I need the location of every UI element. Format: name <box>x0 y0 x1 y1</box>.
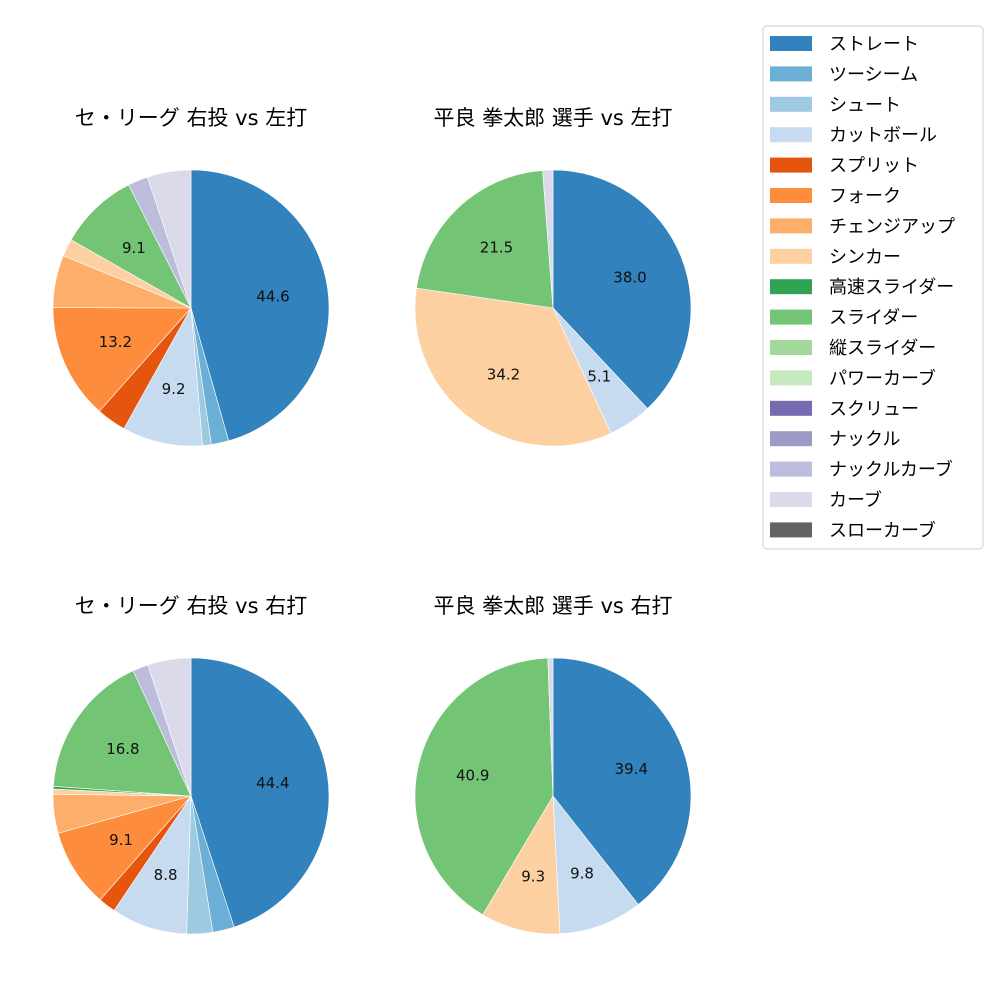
legend-label-7: チェンジアップ <box>829 216 955 237</box>
legend-swatch-1 <box>770 36 812 51</box>
pie-3-slice-6 <box>57 795 192 901</box>
chart-title-2: 平良 拳太郎 選手 vs 左打 <box>433 106 672 130</box>
pie-4-data-label-1: 39.4 <box>615 760 648 778</box>
legend-label-6: フォーク <box>829 186 901 207</box>
pie-3-data-label-10: 16.8 <box>106 740 139 758</box>
legend-label-17: スローカーブ <box>829 519 936 541</box>
pie-2-slice-1 <box>552 169 692 410</box>
pie-1-data-label-1: 44.6 <box>256 288 289 306</box>
pie-3-data-label-6: 9.1 <box>109 831 133 849</box>
legend-swatch-9 <box>770 279 812 295</box>
legend-swatch-11 <box>770 340 812 355</box>
legend-swatch-5 <box>770 157 812 173</box>
legend-swatch-10 <box>770 309 812 325</box>
pie-3-slice-12 <box>147 657 192 797</box>
legend-label-3: シュート <box>829 95 901 116</box>
pie-3: 44.4 8.8 9.1 16.8 <box>52 657 330 935</box>
pie-1-data-label-6: 13.2 <box>99 333 132 351</box>
pie-3-data-label-1: 44.4 <box>256 774 289 792</box>
legend-frame <box>762 25 984 550</box>
legend-swatch-8 <box>770 248 812 264</box>
pie-4-slice-5 <box>547 657 554 797</box>
legend-swatch-16 <box>770 492 812 507</box>
pie-3-slice-1 <box>190 657 330 928</box>
legend-swatch-13 <box>770 400 812 416</box>
legend-swatch-7 <box>770 218 812 234</box>
pie-4-slice-2 <box>552 795 639 935</box>
pie-1-slice-9 <box>70 184 192 309</box>
pie-1-slice-1 <box>190 169 330 442</box>
legend-label-12: パワーカーブ <box>829 367 936 389</box>
legend-swatch-2 <box>770 66 812 82</box>
pie-3-data-label-4: 8.8 <box>154 866 178 884</box>
legend-swatch-15 <box>770 461 812 477</box>
pie-4-slice-3 <box>482 794 561 935</box>
legend-label-1: ストレート <box>829 34 919 55</box>
legend-label-11: 縦スライダー <box>829 338 936 359</box>
legend-swatch-14 <box>770 431 812 447</box>
legend-label-2: ツーシーム <box>829 64 918 85</box>
pie-2-data-label-4: 21.5 <box>480 239 513 257</box>
pie-4-slice-1 <box>552 657 692 905</box>
chart-title-4: 平良 拳太郎 選手 vs 右打 <box>433 594 672 618</box>
pie-2-slice-5 <box>542 169 554 309</box>
legend-label-5: スプリット <box>829 156 919 177</box>
legend-label-9: 高速スライダー <box>829 277 954 298</box>
legend-label-16: カーブ <box>829 489 882 511</box>
legend-swatch-4 <box>770 127 812 143</box>
pie-2-data-label-1: 38.0 <box>613 269 646 287</box>
legend-swatch-17 <box>770 522 812 538</box>
legend-label-8: シンカー <box>829 247 901 268</box>
pie-4: 39.4 9.8 9.3 40.9 <box>414 657 692 935</box>
pie-1: 44.6 9.2 13.2 9.1 <box>52 169 330 447</box>
chart-title-3: セ・リーグ 右投 vs 右打 <box>75 594 307 618</box>
pie-1-data-label-9: 9.1 <box>122 239 146 257</box>
pie-4-slice-4 <box>414 657 554 916</box>
pie-2-data-label-2: 5.1 <box>587 368 611 386</box>
legend-label-13: スクリュー <box>829 399 919 420</box>
pie-1-slice-6 <box>52 307 192 412</box>
pie-2-slice-4 <box>416 170 554 309</box>
pie-4-data-label-2: 9.8 <box>570 865 594 883</box>
pie-2: 38.0 5.1 34.2 21.5 <box>414 169 692 447</box>
legend-swatch-3 <box>770 96 812 112</box>
pie-1-slice-4 <box>123 306 203 447</box>
legend: ストレートツーシームシュートカットボールスプリットフォークチェンジアップシンカー… <box>762 25 984 550</box>
pie-1-data-label-4: 9.2 <box>162 380 186 398</box>
pie-4-data-label-3: 9.3 <box>521 867 545 885</box>
legend-label-15: ナックルカーブ <box>829 459 953 481</box>
pie-1-slice-11 <box>147 169 192 309</box>
chart-title-1: セ・リーグ 右投 vs 左打 <box>75 106 307 130</box>
pie-4-data-label-4: 40.9 <box>456 767 489 785</box>
pie-2-slice-3 <box>414 287 612 447</box>
legend-label-10: スライダー <box>829 308 918 329</box>
legend-swatch-6 <box>770 188 812 203</box>
legend-label-14: ナックル <box>829 429 900 450</box>
legend-label-4: カットボール <box>829 125 937 146</box>
pie-3-slice-10 <box>53 670 192 797</box>
legend-swatch-12 <box>770 370 812 386</box>
pie-2-data-label-3: 34.2 <box>487 365 520 383</box>
